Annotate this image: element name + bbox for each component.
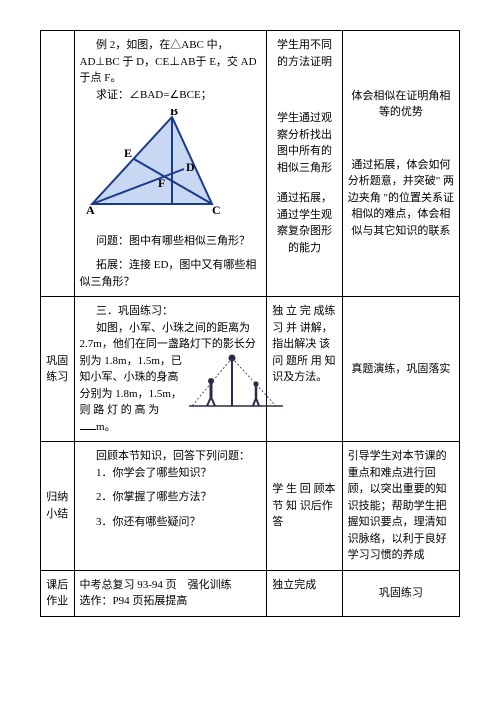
answer-blank — [80, 420, 97, 430]
row3-intent-cell: 引导学生对本节课的重点和难点进行回顾，以突出重要的知识技能；帮助学生把握知识要点… — [342, 442, 459, 571]
geometry-figure: A B C D E F — [84, 109, 262, 225]
row4-main-cell: 中考总复习 93-94 页 强化训练 选作：P94 页拓展提高 — [74, 570, 267, 616]
row1-main-cell: 例 2，如图，在△ABC 中，AD⊥BC 于 D，CE⊥AB于 E，交 AD 于… — [74, 31, 267, 297]
row2-label-cell: 巩固练习 — [41, 297, 75, 442]
svg-text:D: D — [186, 160, 195, 174]
row4-intent-cell: 巩固练习 — [342, 570, 459, 616]
practice-line2a: 别为 1.8m，1.5m，已 — [80, 353, 182, 370]
svg-text:A: A — [86, 203, 95, 217]
row3-activity-cell: 学 生 回 顾本 节 知 识后作答 — [267, 442, 342, 571]
example2-stem: 例 2，如图，在△ABC 中，AD⊥BC 于 D，CE⊥AB于 E，交 AD 于… — [80, 37, 262, 87]
svg-text:C: C — [212, 203, 221, 217]
svg-text:F: F — [158, 176, 165, 190]
practice-title: 三．巩固练习： — [80, 303, 262, 320]
row-example: 例 2，如图，在△ABC 中，AD⊥BC 于 D，CE⊥AB于 E，交 AD 于… — [41, 31, 460, 297]
row1-activity-b: 学生通过观察分析找出图中所有的相似三角形 — [272, 110, 336, 176]
row1-activity-a: 学生用不同的方法证明 — [272, 37, 336, 70]
practice-line2c: 分别为 1.8m，1.5m， — [80, 386, 182, 403]
practice-figure-row: 别为 1.8m，1.5m，已 知小军、小珠的身高 分别为 1.8m，1.5m， … — [80, 353, 262, 419]
row4-label-cell: 课后作业 — [41, 570, 75, 616]
row2-activity-cell: 独 立 完 成练 习 并 讲解，指出解决 该 问 题所 用 知 识及方法。 — [267, 297, 342, 442]
row4-activity-cell: 独立完成 — [267, 570, 342, 616]
streetlight-figure — [186, 353, 286, 417]
homework-line2: 选作：P94 页拓展提高 — [80, 593, 262, 610]
row1-intent-cell: 体会相似在证明角相等的优势 通过拓展，体会如何分析题意，并突破" 两边夹角 "的… — [342, 31, 459, 297]
svg-text:B: B — [170, 109, 178, 118]
row-summary: 归纳小结 回顾本节知识，回答下列问题： 1．你学会了哪些知识？ 2．你掌握了哪些… — [41, 442, 460, 571]
row1-label-cell — [41, 31, 75, 297]
practice-line1: 如图，小军、小珠之间的距离为 2.7m，他们在同一盏路灯下的影长分 — [80, 320, 262, 353]
example2-question2: 拓展：连接 ED，图中又有哪些相似三角形？ — [80, 257, 262, 290]
practice-line3b: m。 — [80, 419, 262, 436]
row-practice: 巩固练习 三．巩固练习： 如图，小军、小珠之间的距离为 2.7m，他们在同一盏路… — [41, 297, 460, 442]
summary-q1: 1．你学会了哪些知识？ — [80, 465, 262, 482]
row3-main-cell: 回顾本节知识，回答下列问题： 1．你学会了哪些知识？ 2．你掌握了哪些方法？ 3… — [74, 442, 267, 571]
example2-ask: 求证：∠BAD=∠BCE； — [80, 87, 262, 104]
homework-line1: 中考总复习 93-94 页 强化训练 — [80, 577, 262, 594]
row3-label-cell: 归纳小结 — [41, 442, 75, 571]
row1-activity-c: 通过拓展，通过学生观察复杂图形的能力 — [272, 190, 336, 256]
row2-intent-cell: 真题演练，巩固落实 — [342, 297, 459, 442]
summary-q3: 3．你还有哪些疑问？ — [80, 514, 262, 531]
triangle-diagram-icon: A B C D E F — [84, 109, 234, 219]
svg-text:E: E — [124, 146, 132, 160]
row1-intent-b: 通过拓展，体会如何分析题意，并突破" 两边夹角 "的位置关系证相似的难点，体会相… — [348, 157, 454, 240]
practice-left-text: 别为 1.8m，1.5m，已 知小军、小珠的身高 分别为 1.8m，1.5m， … — [80, 353, 182, 419]
row-homework: 课后作业 中考总复习 93-94 页 强化训练 选作：P94 页拓展提高 独立完… — [41, 570, 460, 616]
summary-lead: 回顾本节知识，回答下列问题： — [80, 448, 262, 465]
lesson-plan-table: 例 2，如图，在△ABC 中，AD⊥BC 于 D，CE⊥AB于 E，交 AD 于… — [40, 30, 460, 617]
streetlight-diagram-icon — [186, 353, 286, 411]
example2-question1: 问题：图中有哪些相似三角形？ — [80, 233, 262, 250]
row2-main-cell: 三．巩固练习： 如图，小军、小珠之间的距离为 2.7m，他们在同一盏路灯下的影长… — [74, 297, 267, 442]
practice-line3a: 则 路 灯 的 高 为 — [80, 402, 182, 419]
row1-intent-a: 体会相似在证明角相等的优势 — [348, 88, 454, 121]
practice-line2b: 知小军、小珠的身高 — [80, 369, 182, 386]
row1-activity-cell: 学生用不同的方法证明 学生通过观察分析找出图中所有的相似三角形 通过拓展，通过学… — [267, 31, 342, 297]
summary-q2: 2．你掌握了哪些方法？ — [80, 489, 262, 506]
